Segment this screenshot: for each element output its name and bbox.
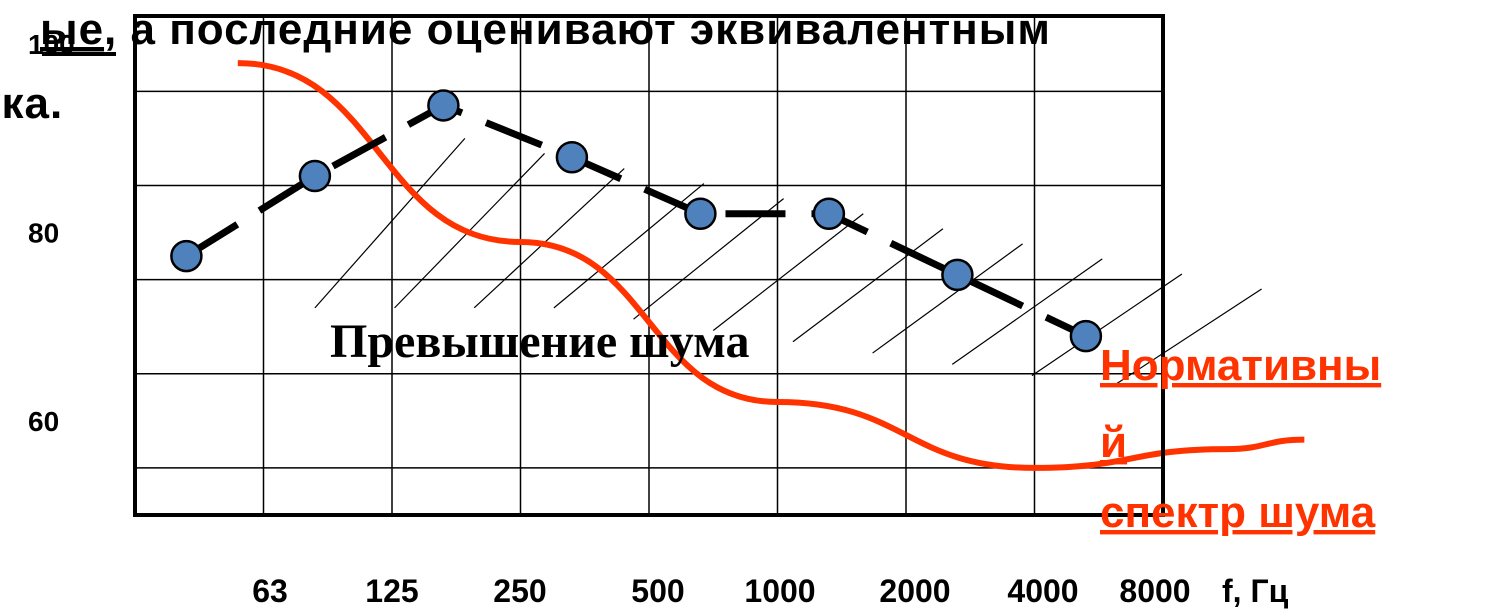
data-point-63 xyxy=(170,239,203,273)
x-axis-label: f, Гц xyxy=(1222,573,1289,609)
slide-text-underlined: ые xyxy=(40,5,104,54)
measured-spectrum-line xyxy=(184,101,1088,340)
data-point-2000 xyxy=(812,197,846,230)
hatch-line xyxy=(951,258,1103,365)
x-tick-labels: 63 125 250 500 1000 2000 4000 8000 xyxy=(252,573,1190,609)
x-tick-250: 250 xyxy=(493,573,546,609)
hatch-line xyxy=(792,228,944,343)
hatch-line xyxy=(473,168,625,309)
norm-label-line-3: спектр шума xyxy=(1100,488,1376,537)
slide-text-line1: ые, а последние оценивают эквивалентным xyxy=(40,5,1051,54)
chart-grid xyxy=(135,16,1163,515)
y-tick-60: 60 xyxy=(28,406,59,437)
norm-label-line-1: Нормативны xyxy=(1100,341,1381,390)
y-tick-80: 80 xyxy=(28,218,59,249)
x-tick-8000: 8000 xyxy=(1119,573,1190,609)
x-tick-1000: 1000 xyxy=(744,573,815,609)
norm-label-line-2: й xyxy=(1100,418,1127,467)
slide-text-line2: ука. xyxy=(0,79,63,128)
x-tick-500: 500 xyxy=(631,573,684,609)
norm-spectrum-label: Нормативны й спектр шума xyxy=(1100,341,1381,537)
measured-points xyxy=(170,89,1103,353)
x-tick-2000: 2000 xyxy=(879,573,950,609)
x-tick-125: 125 xyxy=(365,573,418,609)
hatch-line xyxy=(872,243,1023,354)
data-point-8000 xyxy=(1069,319,1103,353)
hatch-line xyxy=(633,198,784,320)
data-point-500 xyxy=(555,140,589,174)
norm-spectrum-curve xyxy=(237,60,1305,471)
data-point-1000 xyxy=(684,197,717,230)
hatch-line xyxy=(314,137,466,309)
slide-text-rest: , а последние оценивают эквивалентным xyxy=(104,5,1051,54)
data-point-250 xyxy=(427,89,460,122)
excess-annotation: Превышение шума xyxy=(330,315,749,368)
hatch-line xyxy=(1111,288,1262,388)
x-tick-4000: 4000 xyxy=(1007,573,1078,609)
data-point-4000 xyxy=(941,258,974,292)
hatch-line xyxy=(1031,273,1183,377)
x-tick-63: 63 xyxy=(252,573,288,609)
chart-frame xyxy=(133,14,1165,517)
data-point-125 xyxy=(298,159,332,193)
hatch-line xyxy=(712,213,864,331)
